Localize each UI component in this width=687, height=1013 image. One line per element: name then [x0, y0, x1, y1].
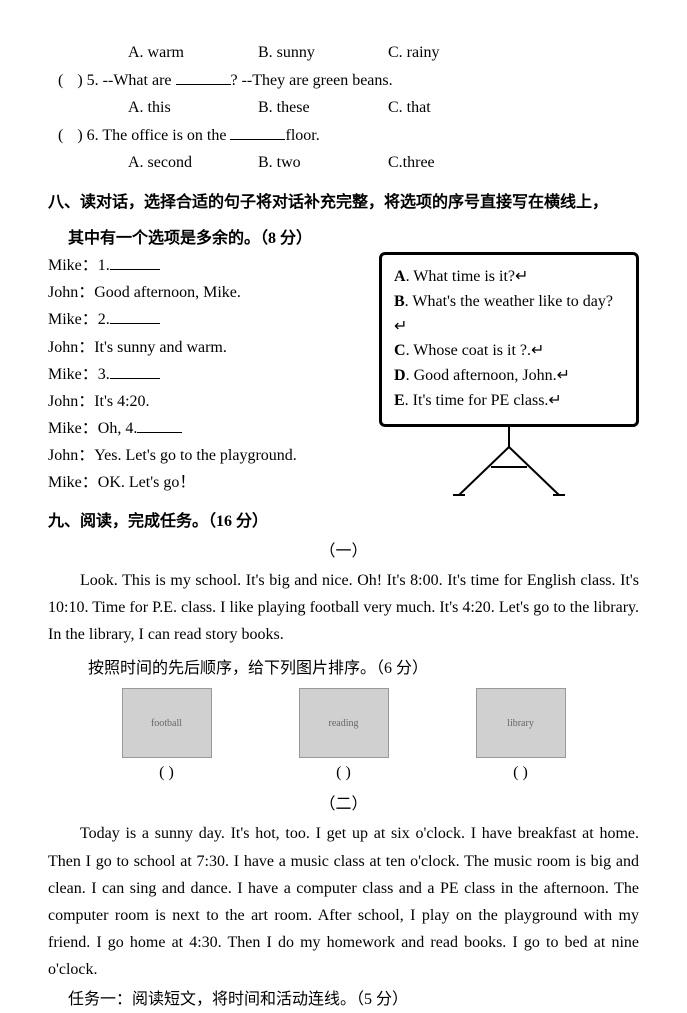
board-opt-c: C. Whose coat is it ?.↵	[394, 339, 624, 364]
dlg-7: Mike：Oh, 4.	[48, 415, 359, 442]
q6-line: ( ) 6. The office is on the floor.	[48, 123, 639, 149]
dlg-2: John：Good afternoon, Mike.	[48, 279, 359, 306]
board-c-text: . Whose coat is it ?.↵	[406, 342, 545, 359]
q5-paren-open: (	[58, 72, 63, 89]
paren-2[interactable]: ( )	[299, 764, 389, 782]
board-opt-b: B. What's the weather like to day?↵	[394, 290, 624, 340]
q6-opt-b: B. two	[258, 150, 388, 176]
answer-board: A. What time is it?↵ B. What's the weath…	[379, 252, 639, 497]
paren-3[interactable]: ( )	[476, 764, 566, 782]
dlg-3-text: Mike：2.	[48, 311, 110, 328]
dlg-1-text: Mike：1.	[48, 257, 110, 274]
q6-text-b: floor.	[285, 127, 319, 144]
board-b-text: . What's the weather like to day?↵	[394, 293, 613, 335]
board-d-text: . Good afternoon, John.↵	[406, 367, 571, 384]
q4-opt-b: B. sunny	[258, 40, 388, 66]
board-e-letter: E	[394, 392, 405, 409]
section8-header1: 八、读对话，选择合适的句子将对话补充完整，将选项的序号直接写在横线上，	[48, 188, 639, 212]
q6-paren-open: (	[58, 127, 63, 144]
sub1-label: （一）	[48, 537, 639, 561]
q5-blank[interactable]	[176, 69, 231, 85]
q4-opt-a: A. warm	[128, 40, 258, 66]
section8-header2: 其中有一个选项是多余的。（8 分）	[48, 224, 639, 248]
q5-line: ( ) 5. --What are ? --They are green bean…	[48, 68, 639, 94]
img-football: football	[122, 688, 212, 758]
q5-text-b: ? --They are green beans.	[231, 72, 393, 89]
board-opt-d: D. Good afternoon, John.↵	[394, 364, 624, 389]
q5-opt-c: C. that	[388, 95, 518, 121]
img-cell-2: reading	[299, 688, 389, 758]
board-a-text: . What time is it?↵	[406, 268, 529, 285]
dialogue-container: Mike：1. John：Good afternoon, Mike. Mike：…	[48, 252, 639, 497]
board-opt-e: E. It's time for PE class.↵	[394, 389, 624, 414]
dlg-7-text: Mike：Oh, 4.	[48, 420, 137, 437]
q6-opt-a: A. second	[128, 150, 258, 176]
q6-opt-c: C.three	[388, 150, 518, 176]
dlg-5: Mike：3.	[48, 361, 359, 388]
paren-1[interactable]: ( )	[122, 764, 212, 782]
q6-options: A. second B. two C.three	[48, 150, 639, 176]
dlg-3: Mike：2.	[48, 306, 359, 333]
q5-opt-a: A. this	[128, 95, 258, 121]
image-row: football reading library	[48, 688, 639, 758]
dlg-blank-3[interactable]	[110, 363, 160, 379]
board-frame: A. What time is it?↵ B. What's the weath…	[379, 252, 639, 427]
dlg-blank-4[interactable]	[137, 417, 182, 433]
q5-options: A. this B. these C. that	[48, 95, 639, 121]
q5-text-a: ) 5. --What are	[77, 72, 175, 89]
passage1: Look. This is my school. It's big and ni…	[48, 567, 639, 649]
board-d-letter: D	[394, 367, 406, 384]
q4-options: A. warm B. sunny C. rainy	[48, 40, 639, 66]
passage2: Today is a sunny day. It's hot, too. I g…	[48, 820, 639, 983]
dlg-9: Mike：OK. Let's go！	[48, 469, 359, 496]
paren-row: ( ) ( ) ( )	[48, 764, 639, 782]
img-cell-1: football	[122, 688, 212, 758]
dlg-6: John：It's 4:20.	[48, 388, 359, 415]
board-c-letter: C	[394, 342, 406, 359]
easel-icon	[379, 427, 639, 497]
dlg-8: John：Yes. Let's go to the playground.	[48, 442, 359, 469]
section9-header: 九、阅读，完成任务。（16 分）	[48, 507, 639, 531]
dlg-blank-2[interactable]	[110, 308, 160, 324]
dlg-blank-1[interactable]	[110, 254, 160, 270]
dlg-5-text: Mike：3.	[48, 366, 110, 383]
q6-text-a: ) 6. The office is on the	[77, 127, 230, 144]
dlg-4: John：It's sunny and warm.	[48, 334, 359, 361]
dlg-1: Mike：1.	[48, 252, 359, 279]
dialogue-left: Mike：1. John：Good afternoon, Mike. Mike：…	[48, 252, 359, 497]
board-b-letter: B	[394, 293, 405, 310]
img-reading: reading	[299, 688, 389, 758]
instr1: 按照时间的先后顺序，给下列图片排序。（6 分）	[48, 654, 639, 678]
img-library: library	[476, 688, 566, 758]
board-a-letter: A	[394, 268, 406, 285]
board-opt-a: A. What time is it?↵	[394, 265, 624, 290]
sub2-label: （二）	[48, 790, 639, 814]
board-e-text: . It's time for PE class.↵	[405, 392, 562, 409]
task1-label: 任务一：阅读短文，将时间和活动连线。（5 分）	[48, 987, 639, 1013]
q4-opt-c: C. rainy	[388, 40, 518, 66]
img-cell-3: library	[476, 688, 566, 758]
q5-opt-b: B. these	[258, 95, 388, 121]
q6-blank[interactable]	[230, 124, 285, 140]
